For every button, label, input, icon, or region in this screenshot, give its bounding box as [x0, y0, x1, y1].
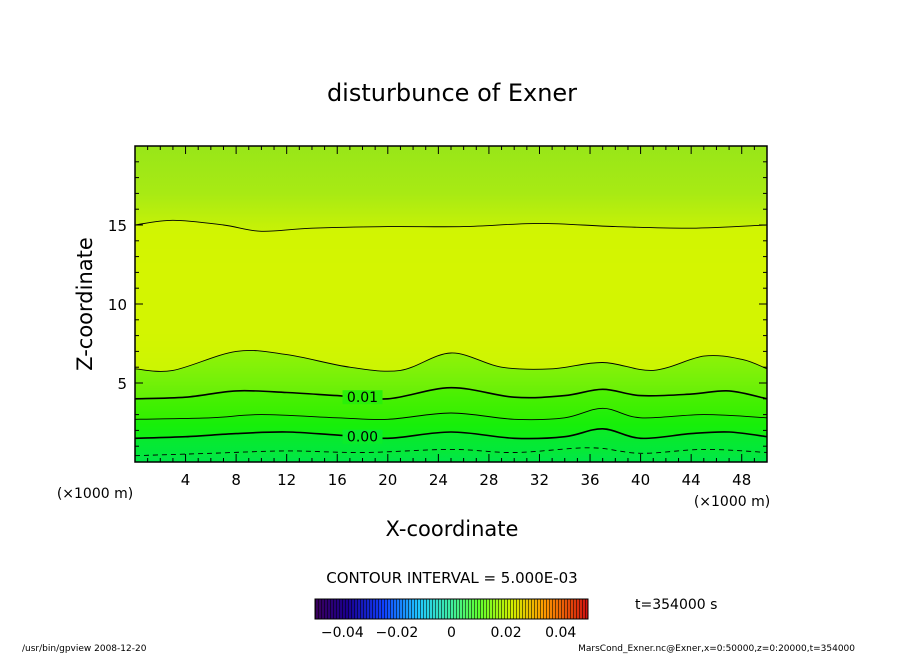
x-tick-label: 32 [530, 471, 549, 489]
x-tick-label: 4 [181, 471, 191, 489]
contour-label-gap [342, 390, 383, 405]
contour-line [135, 349, 767, 372]
contour-label: 0.00 [347, 430, 378, 446]
footer-right: MarsCond_Exner.nc@Exner,x=0:50000,z=0:20… [578, 644, 855, 654]
x-tick-label: 12 [277, 471, 296, 489]
colorbar-tick-label: 0.04 [545, 625, 576, 641]
time-label: t=354000 s [635, 597, 717, 613]
colorbar-tick-label: −0.04 [321, 625, 364, 641]
contour-band [135, 350, 767, 400]
x-tick-label: 44 [682, 471, 701, 489]
contour-interval: CONTOUR INTERVAL = 5.000E-03 [326, 569, 577, 587]
contour-band [135, 387, 767, 420]
x-axis-label: X-coordinate [386, 517, 519, 541]
x-tick-label: 24 [429, 471, 448, 489]
contour-line [135, 386, 767, 400]
contour-band [135, 220, 767, 372]
chart-title: disturbunce of Exner [327, 79, 577, 107]
y-tick-label: 10 [108, 296, 127, 314]
contour-label: 0.01 [347, 390, 378, 406]
y-axis-label: Z-coordinate [73, 237, 97, 371]
x-tick-label: 48 [732, 471, 751, 489]
contour-line [135, 407, 767, 421]
contour-lines: 0.00 0.01 [135, 219, 767, 457]
x-tick-label: 36 [580, 471, 599, 489]
footer-left: /usr/bin/gpview 2008-12-20 [22, 644, 147, 654]
colorbar-frame [314, 598, 589, 620]
x-tick-label: 16 [328, 471, 347, 489]
x-tick-label: 40 [631, 471, 650, 489]
x-tick-label: 20 [378, 471, 397, 489]
x-axis-unit: (×1000 m) [694, 494, 770, 510]
contour-line [135, 219, 767, 232]
contour-line [135, 447, 767, 457]
colorbar-tick-label: −0.02 [375, 625, 418, 641]
colorbar-tick-label: 0.02 [491, 625, 522, 641]
colorbar: −0.04 −0.02 0 0.02 0.04 [314, 598, 589, 641]
y-tick-label: 5 [117, 375, 127, 393]
colorbar-stripes [315, 599, 588, 619]
y-axis-unit: (×1000 m) [57, 486, 133, 502]
y-tick-label: 15 [108, 217, 127, 235]
colorbar-tick-label: 0 [447, 625, 456, 641]
contour-line [135, 427, 767, 440]
x-tick-label: 28 [479, 471, 498, 489]
contour-label-gap [342, 429, 383, 444]
contour-band [135, 428, 767, 456]
x-tick-label: 8 [231, 471, 241, 489]
